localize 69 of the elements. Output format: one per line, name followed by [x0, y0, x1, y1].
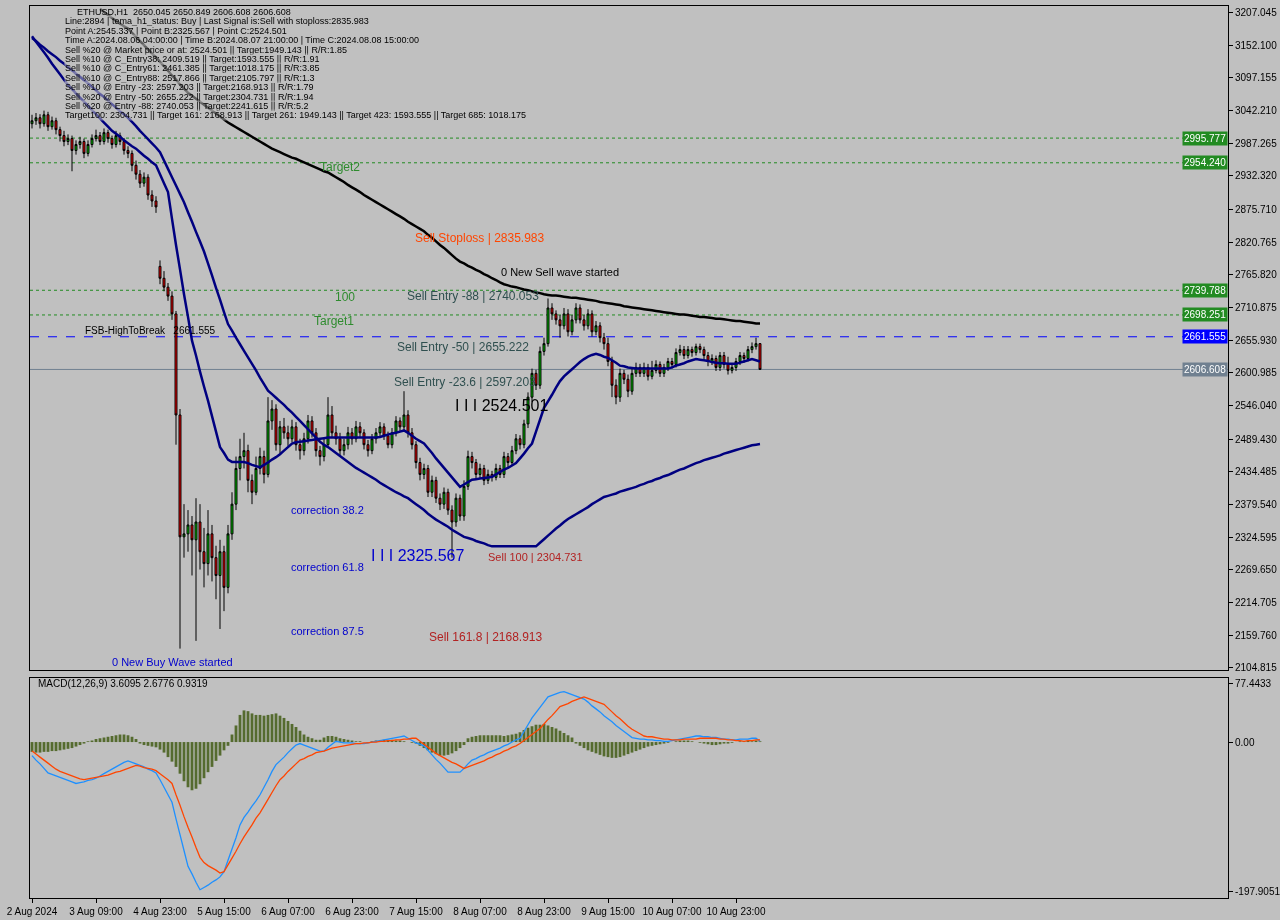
annotation: Target2 — [320, 160, 361, 174]
annotation: Sell %20 @ Market price or at: 2524.501 || Target:1949.143 || R/R:1.85 — [65, 45, 347, 55]
annotation: correction 87.5 — [291, 625, 364, 637]
x-tick-label: 7 Aug 15:00 — [389, 906, 444, 917]
annotation: Sell %10 @ Entry -23: 2597.203 || Target:2168.913 || R/R:1.79 — [65, 82, 314, 92]
y-tick-label: 2159.760 — [1235, 629, 1278, 641]
y-tick-label: 2820.765 — [1235, 236, 1278, 248]
y-tick-label: 2932.320 — [1235, 170, 1278, 182]
annotation: Sell %10 @ C_Entry38: 2409.519 || Target:1593.555 || R/R:1.91 — [65, 54, 320, 64]
annotation: Line:2894 | tema_h1_status: Buy | Last Signal is:Sell with stoploss:2835.983 — [65, 16, 369, 26]
x-tick-label: 10 Aug 23:00 — [706, 906, 766, 917]
ref-line-label: 2995.777 — [1184, 133, 1227, 144]
y-tick-label: 2379.540 — [1235, 498, 1278, 510]
annotation: Sell %20 @ Entry -50: 2655.222 || Target:2304.731 || R/R:1.94 — [65, 92, 314, 102]
y-tick-label: 2214.705 — [1235, 596, 1278, 608]
annotation: ETHUSD,H1 2650.045 2650.849 2606.608 2606.608 — [77, 7, 291, 17]
y-tick-label: 3207.045 — [1235, 7, 1278, 19]
ref-line-label: 2954.240 — [1184, 157, 1227, 168]
y-tick-label: 2987.265 — [1235, 137, 1278, 149]
annotation: Sell 100 | 2304.731 — [488, 551, 583, 563]
annotation: Sell %20 @ Entry -88: 2740.053 || Target:2241.615 || R/R:5.2 — [65, 101, 309, 111]
y-tick-label: 2710.875 — [1235, 301, 1278, 313]
annotation: 0 New Sell wave started — [501, 266, 619, 278]
x-tick-label: 4 Aug 23:00 — [133, 906, 188, 917]
ref-line-label: 2739.788 — [1184, 285, 1227, 296]
annotation: correction 61.8 — [291, 561, 364, 573]
y-tick-label: 2434.485 — [1235, 466, 1278, 478]
y-tick-label: 2600.985 — [1235, 367, 1278, 379]
y-tick-label: 2546.040 — [1235, 399, 1278, 411]
x-tick-label: 3 Aug 09:00 — [69, 906, 124, 917]
y-tick-label: 3152.100 — [1235, 39, 1278, 51]
annotation: Sell Entry -88 | 2740.053 — [407, 289, 540, 303]
y-tick-label: 2269.650 — [1235, 564, 1278, 576]
annotation: Sell %10 @ C_Entry88: 2517.866 || Target:2105.797 || R/R:1.3 — [65, 73, 315, 83]
annotation: correction 38.2 — [291, 504, 364, 516]
ref-line-label: 2606.608 — [1184, 364, 1227, 375]
annotation: Sell %10 @ C_Entry61: 2461.385 || Target:1018.175 || R/R:3.85 — [65, 63, 320, 73]
annotation: Sell Entry -50 | 2655.222 — [397, 340, 530, 354]
y-tick-label: 3042.210 — [1235, 105, 1278, 116]
y-tick-label: 0.00 — [1235, 736, 1255, 748]
y-tick-label: 2765.820 — [1235, 269, 1278, 281]
x-tick-label: 6 Aug 23:00 — [325, 906, 380, 917]
annotation: Time A:2024.08.06 04:00:00 | Time B:2024.08.07 21:00:00 | Time C:2024.08.08 15:00:00 — [65, 35, 420, 45]
x-tick-label: 5 Aug 15:00 — [197, 906, 252, 917]
y-tick-label: 2875.710 — [1235, 203, 1278, 215]
y-tick-label: 2104.815 — [1235, 662, 1278, 674]
y-tick-label: 77.4433 — [1235, 678, 1272, 690]
y-tick-label: 2655.930 — [1235, 334, 1278, 346]
annotation: MACD(12,26,9) 3.6095 2.6776 0.9319 — [38, 678, 208, 689]
y-tick-label: 2489.430 — [1235, 433, 1278, 445]
annotation: I I I 2325.567 — [371, 547, 465, 564]
x-tick-label: 2 Aug 2024 — [6, 906, 58, 917]
annotation: 100 — [335, 290, 356, 304]
ref-line-label: 2661.555 — [1184, 331, 1227, 342]
y-tick-label: 3097.155 — [1235, 72, 1278, 84]
annotation: Target100: 2304.731 || Target 161: 2168.913 || Target 261: 1949.143 || Target 423: 1593.555 || Target 685: 1018.175 — [65, 110, 526, 120]
x-tick-label: 8 Aug 23:00 — [517, 906, 572, 917]
annotation: Sell 161.8 | 2168.913 — [429, 630, 543, 644]
ref-line-label: 2698.251 — [1184, 309, 1227, 320]
y-tick-label: 2324.595 — [1235, 531, 1278, 543]
y-tick-label: -197.9051 — [1235, 885, 1280, 897]
x-tick-label: 10 Aug 07:00 — [642, 906, 702, 917]
annotation: Sell Stoploss | 2835.983 — [415, 231, 545, 245]
annotation: Target1 — [314, 314, 355, 328]
x-tick-label: 6 Aug 07:00 — [261, 906, 316, 917]
x-tick-label: 9 Aug 15:00 — [581, 906, 636, 917]
annotation: 0 New Buy Wave started — [112, 656, 233, 668]
x-tick-label: 8 Aug 07:00 — [453, 906, 508, 917]
annotation: Point A:2545.337 | Point B:2325.567 | Point C:2524.501 — [65, 26, 287, 36]
